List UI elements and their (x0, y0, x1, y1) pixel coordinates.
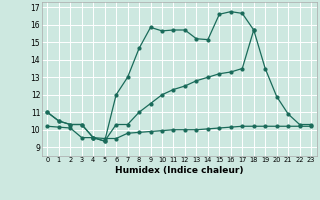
X-axis label: Humidex (Indice chaleur): Humidex (Indice chaleur) (115, 166, 244, 175)
